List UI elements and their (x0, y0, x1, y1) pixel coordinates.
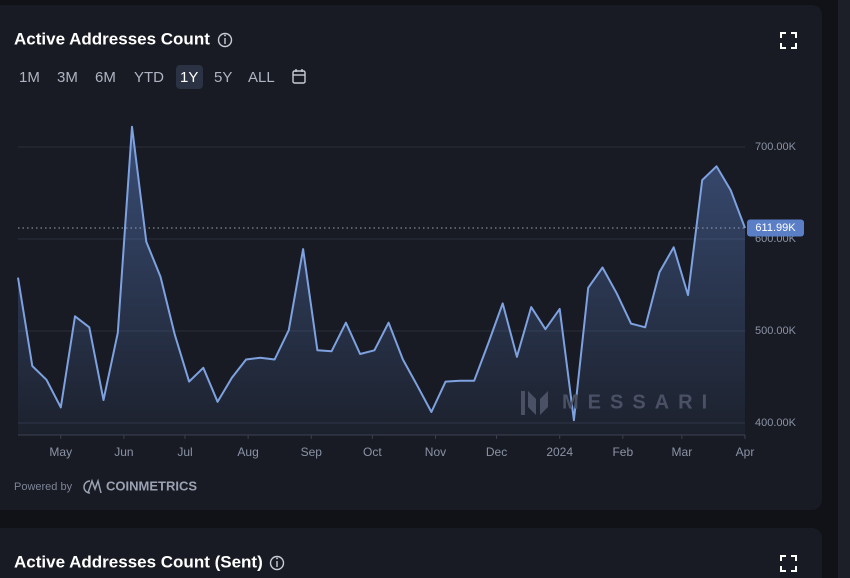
x-tick-label: Oct (363, 445, 382, 459)
watermark-logo (521, 391, 548, 415)
x-tick-label: 2024 (546, 445, 573, 459)
range-button[interactable]: ALL (248, 69, 275, 86)
info-icon[interactable] (217, 32, 233, 48)
range-button[interactable]: 6M (95, 69, 116, 86)
x-tick-label: Nov (425, 445, 446, 459)
area (18, 126, 745, 435)
y-tick-label: 400.00K (755, 417, 797, 429)
x-tick-label: Sep (301, 445, 323, 459)
current-badge (747, 219, 804, 237)
panel-title-next: Active Addresses Count (Sent) (14, 552, 263, 571)
range-button[interactable]: YTD (134, 69, 164, 86)
provider-logo (83, 478, 102, 494)
powered-by: Powered by (14, 481, 73, 493)
range-button[interactable]: 3M (57, 69, 78, 86)
x-tick-label: Dec (486, 445, 507, 459)
y-tick-label: 500.00K (755, 325, 797, 337)
current-label: 611.99K (755, 222, 796, 234)
scrollbar (838, 0, 850, 578)
expand-icon[interactable] (780, 555, 797, 572)
range-button[interactable]: 1Y (180, 69, 198, 86)
x-tick-label: Aug (237, 445, 258, 459)
x-tick-label: Jul (177, 445, 192, 459)
x-tick-label: Mar (672, 445, 693, 459)
range-button[interactable]: 1M (19, 69, 40, 86)
x-tick-label: Jun (114, 445, 133, 459)
watermark: MESSARI (562, 391, 716, 413)
calendar-icon[interactable] (292, 69, 306, 84)
x-tick-label: Feb (612, 445, 633, 459)
x-tick-label: May (49, 445, 72, 459)
provider: COINMETRICS (106, 478, 197, 493)
panel-title: Active Addresses Count (14, 29, 210, 48)
line (17, 125, 746, 422)
panel-next (0, 528, 822, 578)
info-icon[interactable] (269, 555, 285, 571)
y-tick-label: 700.00K (755, 141, 797, 153)
range-button[interactable]: 5Y (214, 69, 232, 86)
range-active (176, 65, 203, 89)
x-tick-label: Apr (736, 445, 755, 459)
expand-icon[interactable] (780, 32, 797, 49)
